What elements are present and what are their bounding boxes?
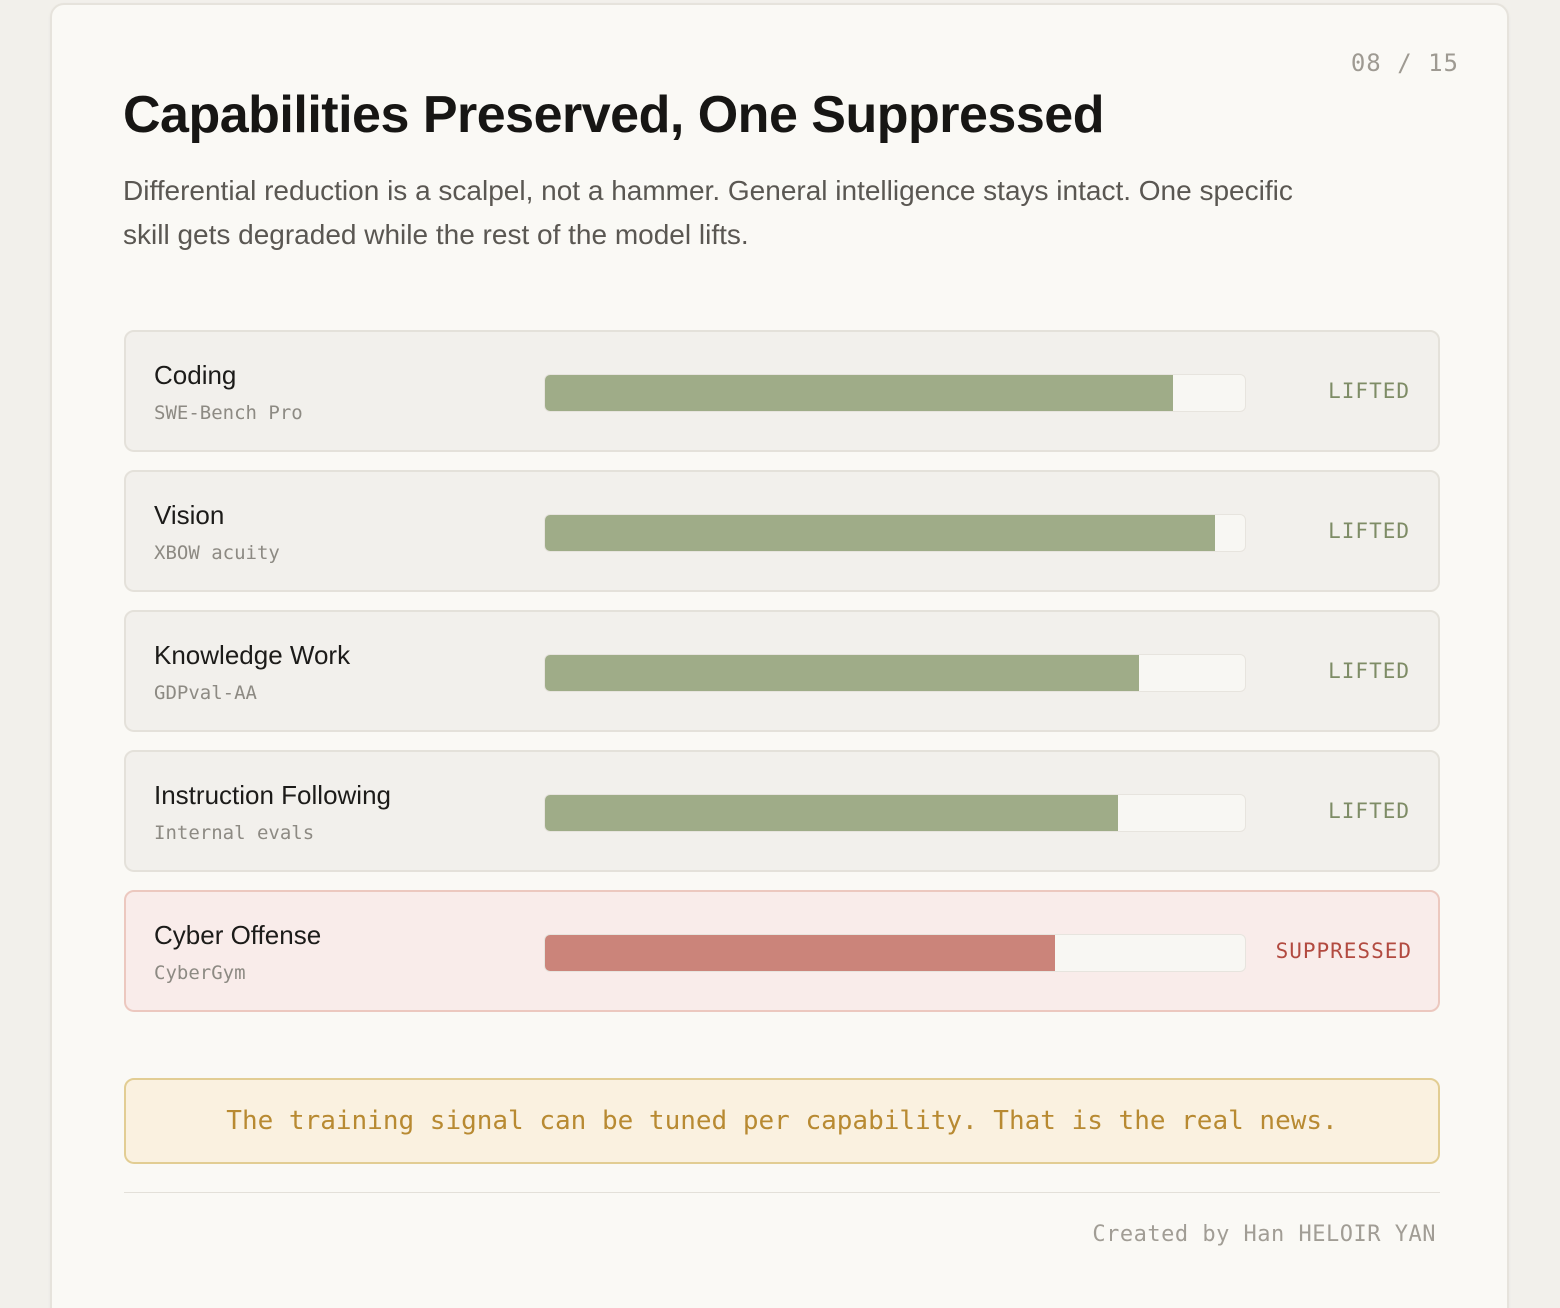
capability-status: SUPPRESSED	[1275, 939, 1412, 963]
capability-row-instruction-following: Instruction Following Internal evals LIF…	[124, 750, 1440, 872]
capability-bar-track	[544, 654, 1246, 692]
capability-bar-fill	[545, 655, 1140, 691]
capability-name: Knowledge Work	[154, 640, 351, 670]
capability-bar-track	[544, 514, 1246, 552]
capability-benchmark: GDPval-AA	[154, 682, 257, 704]
page-indicator: 08 / 15	[1350, 49, 1459, 77]
capability-benchmark: CyberGym	[154, 962, 246, 984]
capability-bar-track	[544, 794, 1246, 832]
capability-row-knowledge-work: Knowledge Work GDPval-AA LIFTED	[124, 610, 1440, 732]
capability-bar-track	[544, 934, 1246, 972]
capability-bar-track	[544, 374, 1246, 412]
slide-card: 08 / 15 Capabilities Preserved, One Supp…	[50, 3, 1509, 1308]
capability-bar-fill	[545, 515, 1215, 551]
capability-status: LIFTED	[1328, 519, 1410, 543]
capability-list: Coding SWE-Bench Pro LIFTED Vision XBOW …	[124, 330, 1440, 1030]
capability-bar-fill	[545, 375, 1173, 411]
capability-name: Cyber Offense	[154, 920, 322, 950]
capability-benchmark: SWE-Bench Pro	[154, 402, 303, 424]
capability-status: LIFTED	[1328, 379, 1410, 403]
capability-row-coding: Coding SWE-Bench Pro LIFTED	[124, 330, 1440, 452]
capability-name: Coding	[154, 360, 237, 390]
page-title: Capabilities Preserved, One Suppressed	[123, 86, 1104, 144]
footer-credit: Created by Han HELOIR YAN	[1092, 1222, 1436, 1247]
capability-status: LIFTED	[1328, 659, 1410, 683]
capability-row-vision: Vision XBOW acuity LIFTED	[124, 470, 1440, 592]
page-subtitle: Differential reduction is a scalpel, not…	[123, 175, 1293, 250]
capability-benchmark: XBOW acuity	[154, 542, 280, 564]
capability-benchmark: Internal evals	[154, 822, 315, 844]
footer-divider	[124, 1192, 1440, 1193]
capability-status: LIFTED	[1328, 799, 1410, 823]
capability-row-cyber-offense: Cyber Offense CyberGym SUPPRESSED	[124, 890, 1440, 1012]
capability-name: Vision	[154, 500, 225, 530]
callout-note: The training signal can be tuned per cap…	[124, 1078, 1440, 1164]
capability-bar-fill	[545, 795, 1118, 831]
capability-bar-fill	[545, 935, 1056, 971]
capability-name: Instruction Following	[154, 780, 391, 810]
